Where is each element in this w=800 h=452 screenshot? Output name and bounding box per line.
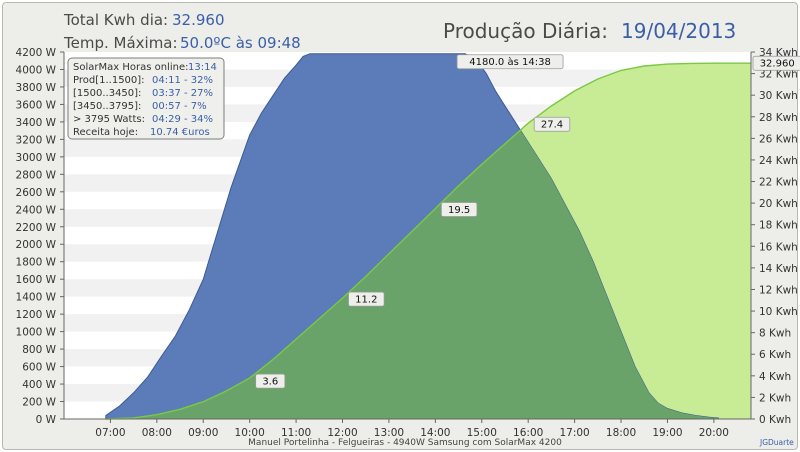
info-box-frame [67,57,225,140]
x-tick-label: 20:00 [699,427,729,439]
left-tick-label: 3200 W [16,134,57,146]
right-tick-label: 2 Kwh [759,392,791,404]
annotation-label: 4180.0 às 14:38 [469,56,551,68]
right-tick-label: 26 Kwh [759,133,798,145]
left-tick-label: 1000 W [16,327,57,339]
left-tick-label: 3400 W [16,117,57,129]
right-tick-label: 22 Kwh [759,177,798,189]
x-tick-label: 19:00 [652,427,682,439]
annotation-box [440,202,478,217]
left-tick-label: 3600 W [16,99,57,111]
left-tick-label: 0 W [36,414,57,426]
info-row-value: 04:29 - 34% [152,114,213,125]
right-tick-label: 28 Kwh [759,112,798,124]
info-box: SolarMax Horas online: 13:14 Prod[1..1500]… [67,57,225,140]
left-tick-label: 1400 W [16,292,57,304]
right-axis-ticks: 0 Kwh 2 Kwh 4 Kwh 6 Kwh 8 Kwh 10 Kwh 12 Kwh 14 … [751,47,798,426]
x-tick-label: 13:00 [374,427,404,439]
left-tick-label: 2400 W [16,204,57,216]
left-tick-label: 800 W [22,344,56,356]
chart-axes [63,52,752,420]
info-row-label: [3450..3795]: [73,101,141,112]
info-row-label: Prod[1..1500]: [73,75,145,86]
left-tick-label: 2800 W [16,169,57,181]
x-axis-ticks: 07:00 08:00 09:00 10:00 11:00 12:00 13:00 14:00… [95,419,729,439]
right-tick-label: 32 Kwh [759,69,798,81]
left-tick-label: 2000 W [16,239,57,251]
annotation-label: 19.5 [448,205,470,216]
x-tick-label: 09:00 [188,427,218,439]
annotation-box [348,291,385,307]
right-tick-label: 6 Kwh [759,349,791,361]
chart-title-date: 19/04/2013 [621,19,736,43]
right-tick-label: 12 Kwh [759,284,798,296]
total-kwh-label: Total Kwh dia: [63,11,168,29]
right-tick-label: 10 Kwh [759,306,798,318]
chart-areas [105,53,751,420]
annotation-box [456,54,564,70]
left-tick-label: 4000 W [16,64,57,76]
max-temp-value: 50.0ºC às 09:48 [180,34,301,52]
right-tick-label: 4 Kwh [759,371,791,383]
info-row-value: 04:11 - 32% [152,75,213,86]
right-tick-label: 0 Kwh [759,414,791,426]
right-tick-label: 16 Kwh [759,241,798,253]
info-row-label: Receita hoje: [73,127,138,138]
right-tick-label: 24 Kwh [759,155,798,167]
annotation-box [533,116,571,132]
chart-title-label: Produção Diária: [443,19,608,43]
annotation-box [255,373,286,389]
info-row-value: 10.74 €uros [150,127,210,138]
left-tick-label: 200 W [22,397,56,409]
annotation-box [752,55,800,71]
x-tick-label: 10:00 [235,427,265,439]
left-tick-label: 1600 W [16,274,57,286]
right-tick-label: 14 Kwh [759,263,798,275]
info-row-value: 03:37 - 27% [152,88,213,99]
author-credit: JGDuarte [759,438,794,447]
left-tick-label: 1800 W [16,257,57,269]
left-tick-label: 2600 W [16,187,57,199]
left-tick-label: 400 W [22,379,56,391]
x-tick-label: 14:00 [420,427,450,439]
left-axis-ticks: 0 W 200 W 400 W 600 W 800 W 1000 W 1200 W 1400 … [16,47,64,426]
left-tick-label: 4200 W [16,47,57,59]
footer-caption: Manuel Portelinha - Felgueiras - 4940W S… [248,438,562,448]
annotation-label: 32.960 [760,59,795,70]
left-tick-label: 1200 W [16,309,57,321]
right-tick-label: 18 Kwh [759,220,798,232]
left-tick-label: 3000 W [16,152,57,164]
chart-annotations: 4180.0 às 14:38 3.6 11.2 19.5 27.4 32.960 [255,54,800,389]
header: Total Kwh dia: 32.960 Temp. Máxima: 50.0… [63,11,736,52]
right-tick-label: 20 Kwh [759,198,798,210]
x-tick-label: 07:00 [95,427,125,439]
info-row-value: 13:14 [188,62,217,73]
info-row-label: [1500..3450]: [73,88,141,99]
x-tick-label: 11:00 [281,427,311,439]
x-tick-label: 08:00 [142,427,172,439]
annotation-label: 27.4 [541,120,563,131]
total-kwh-value: 32.960 [172,11,225,29]
x-tick-label: 15:00 [467,427,497,439]
x-tick-label: 17:00 [559,427,589,439]
max-temp-label: Temp. Máxima: [63,34,178,52]
energy-line [105,62,751,420]
left-tick-label: 3800 W [16,82,57,94]
x-tick-label: 16:00 [513,427,543,439]
info-row-label: > 3795 Watts: [73,114,145,125]
x-tick-label: 12:00 [327,427,357,439]
info-row-label: SolarMax Horas online: [73,62,188,73]
right-tick-label: 8 Kwh [759,328,791,340]
right-tick-label: 30 Kwh [759,90,798,102]
info-row-value: 00:57 - 7% [152,101,207,112]
left-tick-label: 600 W [22,362,56,374]
left-tick-label: 2200 W [16,222,57,234]
annotation-label: 11.2 [355,295,377,306]
annotation-label: 3.6 [262,377,278,388]
x-tick-label: 18:00 [606,427,636,439]
